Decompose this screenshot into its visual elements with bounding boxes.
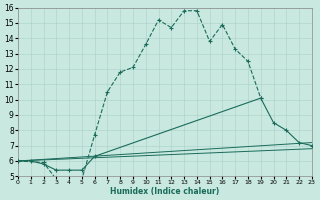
X-axis label: Humidex (Indice chaleur): Humidex (Indice chaleur) [110,187,220,196]
